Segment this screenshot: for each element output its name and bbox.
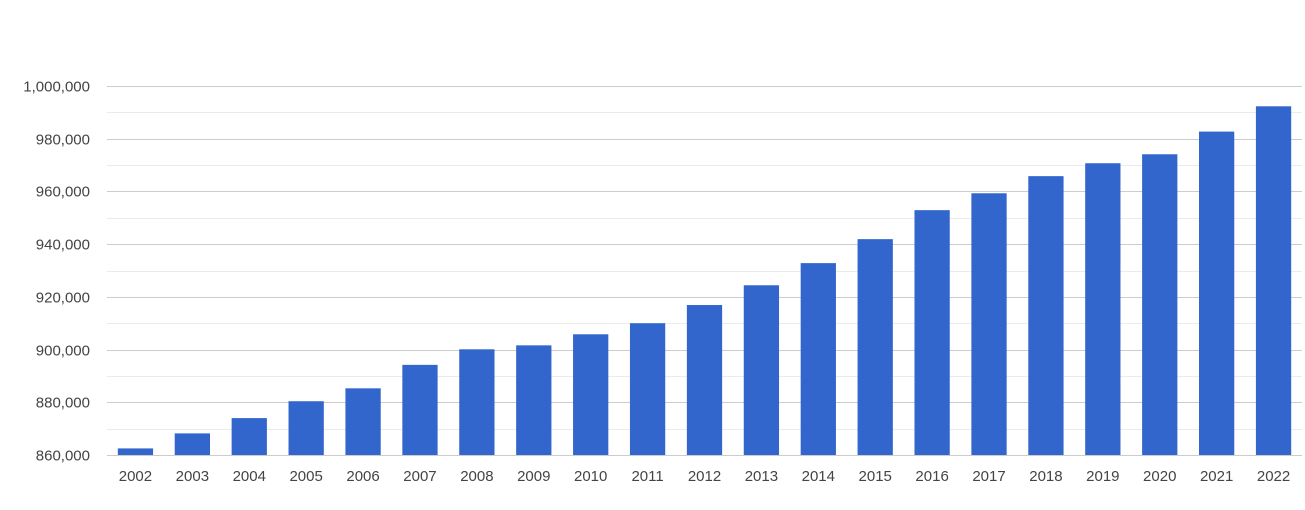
x-tick-label: 2003 <box>176 468 209 485</box>
x-tick-label: 2005 <box>289 468 322 485</box>
bar-2010[interactable] <box>573 334 609 455</box>
x-tick-label: 2017 <box>972 468 1005 485</box>
x-tick-label: 2009 <box>517 468 550 485</box>
x-tick-label: 2020 <box>1143 468 1176 485</box>
x-axis-tick-labels: 2002 2003 2004 2005 2006 2007 2008 2009 2010 2011… <box>119 468 1290 485</box>
bar-2011[interactable] <box>629 323 666 455</box>
bar-2020[interactable] <box>1142 154 1178 455</box>
x-tick-label: 2019 <box>1086 468 1119 485</box>
x-tick-label: 2022 <box>1257 468 1290 485</box>
bar-2009[interactable] <box>516 345 552 455</box>
bars <box>117 106 1292 456</box>
x-tick-label: 2021 <box>1200 468 1233 485</box>
x-tick-label: 2012 <box>688 468 721 485</box>
x-tick-label: 2006 <box>346 468 379 485</box>
y-tick-label: 1,000,000 <box>23 79 90 96</box>
bar-2018[interactable] <box>1028 176 1064 455</box>
bar-2014[interactable] <box>800 263 836 455</box>
bar-2005[interactable] <box>288 401 324 455</box>
bar-2003[interactable] <box>174 433 210 455</box>
y-tick-label: 960,000 <box>36 184 90 201</box>
bar-2007[interactable] <box>402 364 438 455</box>
bar-2006[interactable] <box>345 388 381 455</box>
bar-2013[interactable] <box>743 285 780 455</box>
x-tick-label: 2014 <box>802 468 835 485</box>
x-tick-label: 2004 <box>233 468 266 485</box>
bar-2015[interactable] <box>857 239 893 455</box>
x-tick-label: 2007 <box>403 468 436 485</box>
y-axis-tick-labels: 860,000 880,000 900,000 920,000 940,000 960,0… <box>23 79 90 465</box>
bar-2017[interactable] <box>971 193 1007 455</box>
bar-2022[interactable] <box>1255 106 1292 456</box>
y-tick-label: 860,000 <box>36 448 90 465</box>
x-tick-label: 2015 <box>859 468 892 485</box>
x-tick-label: 2013 <box>745 468 778 485</box>
x-tick-label: 2002 <box>119 468 152 485</box>
bar-2012[interactable] <box>686 305 723 455</box>
y-tick-label: 880,000 <box>36 395 90 412</box>
x-tick-label: 2011 <box>631 468 663 485</box>
bar-2004[interactable] <box>231 418 267 455</box>
bar-2002[interactable] <box>117 448 154 455</box>
bar-2008[interactable] <box>459 349 495 455</box>
y-tick-label: 980,000 <box>36 132 90 149</box>
bar-2019[interactable] <box>1085 163 1121 456</box>
bar-2016[interactable] <box>914 210 950 455</box>
y-tick-label: 900,000 <box>36 343 90 360</box>
y-tick-label: 940,000 <box>36 237 90 254</box>
x-tick-label: 2010 <box>574 468 607 485</box>
y-tick-label: 920,000 <box>36 290 90 307</box>
x-tick-label: 2008 <box>460 468 493 485</box>
bar-2021[interactable] <box>1199 131 1235 455</box>
x-tick-label: 2018 <box>1029 468 1062 485</box>
x-tick-label: 2016 <box>915 468 948 485</box>
